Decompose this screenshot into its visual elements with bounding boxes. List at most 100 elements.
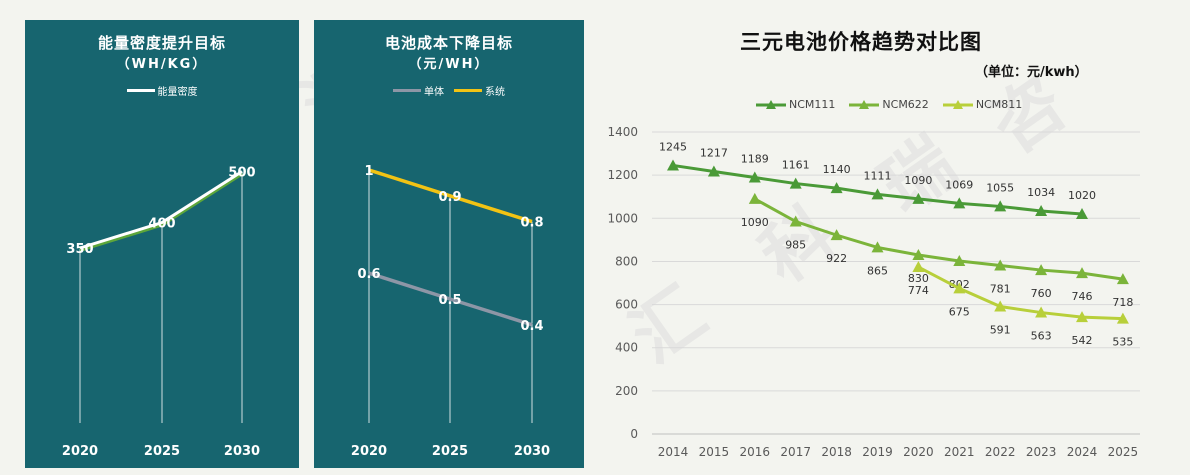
- price-trend-title: 三元电池价格趋势对比图: [740, 30, 982, 54]
- x-tick-label: 2025: [432, 444, 468, 459]
- x-tick-label: 2020: [903, 445, 934, 459]
- data-point: [953, 197, 966, 209]
- data-label: 774: [908, 284, 929, 297]
- x-tick-label: 2025: [1108, 445, 1139, 459]
- data-label: 500: [228, 166, 255, 181]
- legend-item: NCM111: [756, 98, 835, 111]
- x-tick-label: 2021: [944, 445, 975, 459]
- data-label: 1: [364, 164, 373, 179]
- data-label: 0.4: [520, 319, 543, 334]
- legend-item: NCM622: [849, 98, 929, 111]
- data-label: 746: [1072, 290, 1093, 303]
- battery-cost-subtitle: （元/WH）: [408, 57, 490, 72]
- x-tick-label: 2030: [224, 444, 260, 459]
- legend-label: NCM111: [789, 98, 836, 111]
- x-tick-label: 2018: [821, 445, 852, 459]
- data-point: [748, 192, 761, 204]
- series-line: [368, 271, 533, 327]
- series-line: [754, 197, 1124, 281]
- data-point: [707, 165, 720, 177]
- y-tick-label: 200: [615, 384, 638, 398]
- series-line: [917, 265, 1123, 321]
- data-label: 1090: [741, 216, 769, 229]
- y-tick-label: 800: [615, 254, 638, 268]
- x-tick-label: 2025: [144, 444, 180, 459]
- x-tick-label: 2020: [62, 444, 98, 459]
- battery-cost-title: 电池成本下降目标: [384, 34, 513, 52]
- data-label: 781: [990, 283, 1011, 296]
- legend-swatch: [454, 89, 482, 92]
- data-point: [953, 282, 966, 294]
- legend-label: 系统: [485, 87, 505, 98]
- data-point: [912, 261, 925, 273]
- legend-swatch: [942, 99, 973, 109]
- energy-density-chart: 2020 2025 2030 350 400 500: [62, 166, 260, 460]
- data-point: [830, 182, 843, 194]
- data-point: [1076, 267, 1088, 279]
- data-point: [1035, 306, 1048, 318]
- legend-label: 能量密度: [157, 87, 198, 98]
- y-tick-label: 1200: [607, 168, 638, 182]
- x-tick-label: 2023: [1026, 445, 1057, 459]
- x-tick-label: 2019: [862, 445, 893, 459]
- data-point: [667, 159, 679, 171]
- data-point: [871, 241, 884, 253]
- battery-cost-legend: 单体 系统: [314, 83, 584, 98]
- data-point: [1076, 311, 1088, 323]
- data-label: 0.9: [438, 190, 461, 205]
- data-label: 1140: [823, 163, 851, 176]
- data-label: 1161: [782, 159, 810, 172]
- data-point: [994, 259, 1007, 271]
- data-label: 1245: [659, 140, 687, 153]
- x-tick-label: 2022: [985, 445, 1016, 459]
- data-label: 718: [1112, 296, 1133, 309]
- battery-cost-panel: 电池成本下降目标 （元/WH） 单体 系统 2020 2025 2030 0.6 0.5…: [314, 20, 584, 468]
- data-label: 675: [949, 305, 970, 318]
- energy-density-subtitle: （WH/KG）: [116, 57, 208, 72]
- data-point: [1076, 207, 1088, 219]
- legend-marker: [952, 99, 963, 109]
- legend-item: 能量密度: [126, 83, 198, 98]
- x-tick-label: 2030: [514, 444, 550, 459]
- data-point: [1116, 273, 1129, 285]
- data-label: 865: [867, 264, 888, 277]
- x-tick-label: 2024: [1067, 445, 1098, 459]
- x-tick-label: 2014: [658, 445, 689, 459]
- data-label: 830: [908, 272, 929, 285]
- x-tick-label: 2020: [351, 444, 387, 459]
- series-line: [368, 168, 533, 224]
- series-line: [79, 170, 243, 250]
- x-tick-label: 2016: [740, 445, 771, 459]
- data-point: [994, 200, 1007, 212]
- data-label: 535: [1112, 336, 1133, 349]
- data-label: 760: [1031, 287, 1052, 300]
- y-tick-label: 0: [630, 427, 638, 441]
- legend-item: 单体: [393, 83, 444, 98]
- energy-density-legend: 能量密度: [25, 83, 299, 98]
- y-tick-label: 400: [615, 341, 638, 355]
- data-label: 1189: [741, 153, 769, 166]
- legend-label: NCM622: [882, 98, 929, 111]
- data-point: [1035, 204, 1048, 216]
- legend-swatch: [756, 99, 786, 109]
- price-trend-unit: （单位：元/kwh）: [975, 65, 1088, 80]
- data-point: [912, 192, 925, 204]
- data-label: 350: [66, 242, 93, 257]
- data-label: 563: [1031, 330, 1052, 343]
- legend-label: NCM811: [975, 98, 1023, 111]
- data-label: 0.8: [520, 216, 543, 231]
- data-point: [912, 248, 925, 260]
- legend-item: NCM811: [942, 98, 1023, 111]
- data-label: 0.6: [357, 267, 380, 282]
- data-label: 1055: [986, 181, 1014, 194]
- data-point: [830, 229, 843, 241]
- data-label: 1069: [945, 178, 973, 191]
- data-label: 985: [785, 239, 806, 252]
- data-point: [748, 171, 761, 183]
- price-trend-legend: NCM111 NCM622 NCM811: [756, 98, 1022, 111]
- data-label: 0.5: [438, 293, 461, 308]
- legend-swatch: [126, 89, 155, 92]
- x-tick-label: 2015: [699, 445, 730, 459]
- data-label: 1111: [864, 169, 892, 182]
